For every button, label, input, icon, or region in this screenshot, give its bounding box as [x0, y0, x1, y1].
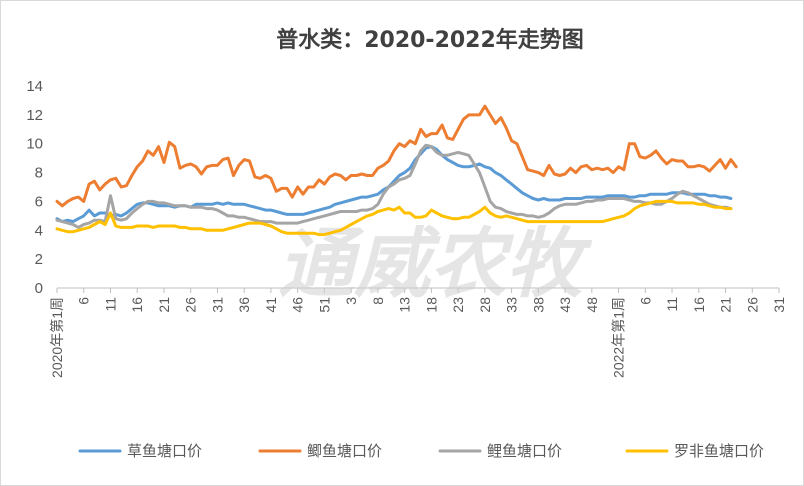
x-tick-label: 38 — [530, 297, 546, 313]
y-tick-label: 8 — [35, 165, 43, 182]
y-tick-label: 6 — [35, 193, 43, 210]
x-tick-label: 51 — [316, 297, 332, 313]
x-tick-label: 21 — [156, 297, 172, 313]
x-tick-label: 11 — [102, 297, 118, 312]
series-line-2 — [55, 143, 733, 229]
legend-label-1: 鲫鱼塘口价 — [307, 442, 382, 460]
x-tick-label: 21 — [718, 297, 734, 313]
x-tick-label: 26 — [744, 297, 760, 313]
x-tick-label: 23 — [450, 297, 466, 313]
x-tick-label: 16 — [691, 297, 707, 313]
y-tick-label: 2 — [35, 251, 43, 268]
x-tick-label: 6 — [76, 297, 92, 305]
x-tick-label: 8 — [370, 297, 386, 305]
x-tick-label: 28 — [477, 297, 493, 313]
y-tick-label: 0 — [35, 280, 43, 297]
x-tick-label: 31 — [771, 297, 787, 313]
legend-label-3: 罗非鱼塘口价 — [674, 442, 764, 460]
legend: 草鱼塘口价 鲫鱼塘口价 鲤鱼塘口价 罗非鱼塘口价 — [78, 442, 764, 460]
x-tick-label: 26 — [183, 297, 199, 313]
legend-label-0: 草鱼塘口价 — [127, 442, 202, 460]
x-tick-label: 3 — [343, 297, 359, 305]
x-tick-label: 2020年第1周 — [49, 297, 65, 378]
series-line-3 — [55, 199, 733, 237]
x-tick-label: 43 — [557, 297, 573, 313]
watermark: 通威农牧 — [278, 219, 593, 308]
y-tick-label: 14 — [26, 78, 43, 95]
x-tick-label: 13 — [397, 297, 413, 313]
y-tick-label: 10 — [26, 136, 43, 153]
x-tick-label: 11 — [664, 297, 680, 312]
chart-title: 普水类：2020-2022年走势图 — [276, 27, 584, 53]
x-tick-label: 36 — [236, 297, 252, 313]
y-tick-label: 4 — [35, 222, 43, 239]
series-line-1 — [55, 104, 738, 208]
x-tick-label: 16 — [129, 297, 145, 313]
plot-area — [55, 104, 738, 237]
x-tick-label: 2022年第1周 — [611, 297, 627, 378]
x-tick-label: 33 — [504, 297, 520, 313]
y-axis: 0 2 4 6 8 10 12 14 — [26, 78, 43, 297]
x-tick-label: 31 — [209, 297, 225, 313]
y-tick-label: 12 — [26, 107, 43, 124]
x-tick-label: 41 — [263, 297, 279, 313]
x-tick-label: 18 — [423, 297, 439, 313]
x-tick-label: 6 — [637, 297, 653, 305]
legend-label-2: 鲤鱼塘口价 — [487, 442, 562, 460]
x-axis: 2020年第1周 6 11 16 21 26 31 36 41 46 51 3 8 13 18 23 28 33 3… — [49, 287, 787, 378]
x-tick-label: 48 — [584, 297, 600, 313]
x-tick-label: 46 — [290, 297, 306, 313]
